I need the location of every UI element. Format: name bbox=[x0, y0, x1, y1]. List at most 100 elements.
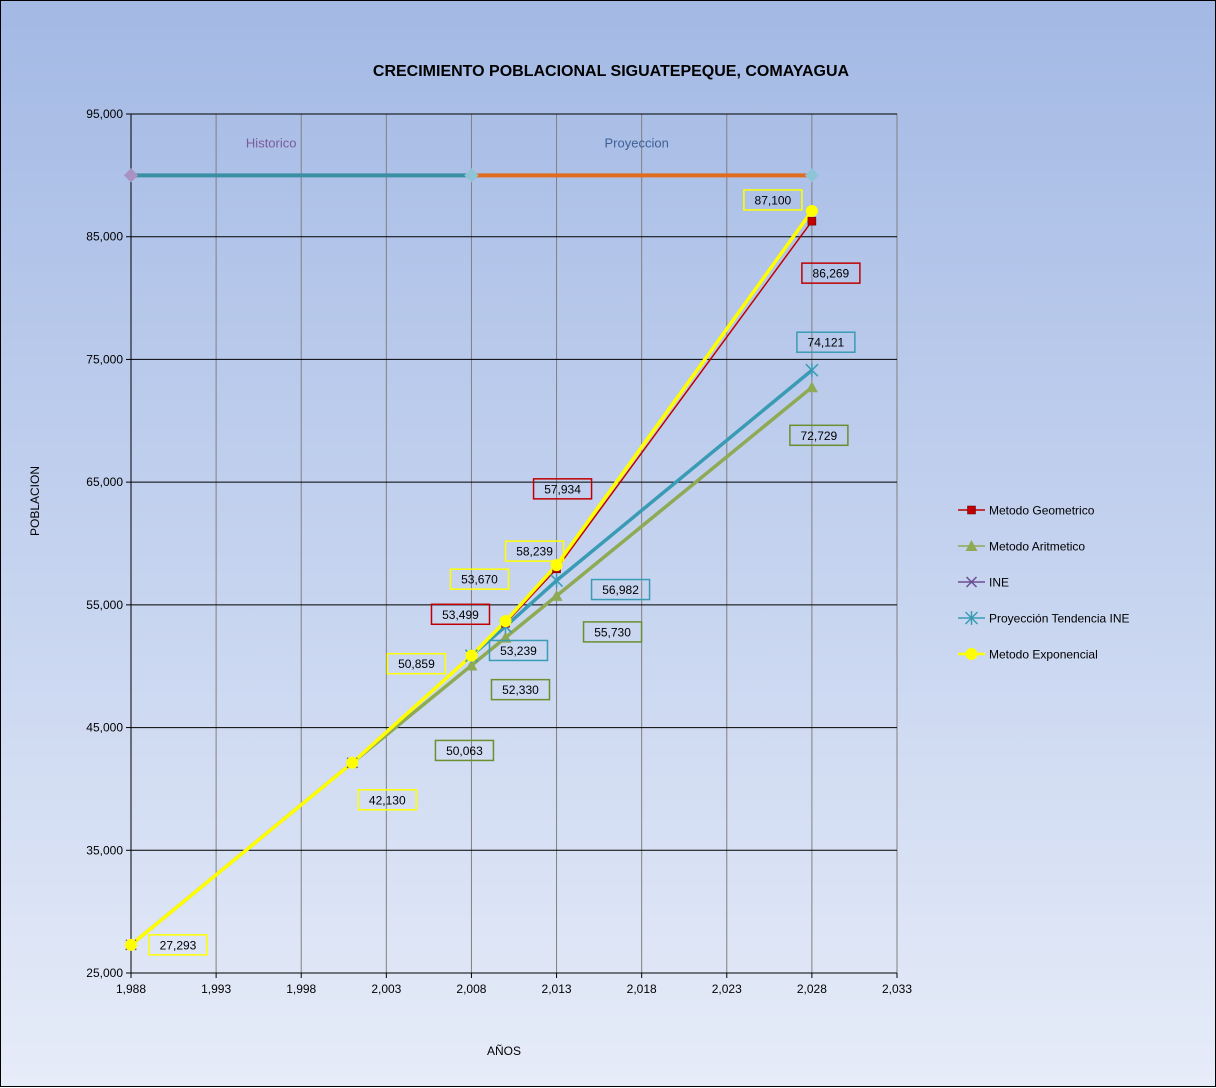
data-label: 50,859 bbox=[386, 652, 447, 675]
data-label-text: 27,293 bbox=[160, 938, 197, 952]
period-marker bbox=[464, 168, 479, 183]
data-label-text: 53,499 bbox=[442, 608, 479, 622]
data-label-box bbox=[386, 652, 447, 675]
axes: 1,988 1,993 1,998 2,003 2,008 2,013 2,018 2,023… bbox=[86, 107, 912, 996]
series-line-3 bbox=[470, 368, 814, 658]
data-label-text: 55,730 bbox=[594, 625, 631, 639]
y-tick-label: 65,000 bbox=[86, 475, 123, 489]
x-axis-title: AÑOS bbox=[487, 1044, 521, 1058]
legend-label: Metodo Geometrico bbox=[989, 504, 1095, 518]
data-label-text: 53,670 bbox=[461, 573, 498, 587]
x-tick-label: 2,033 bbox=[882, 982, 912, 996]
series-point-4 bbox=[499, 615, 512, 628]
x-tick-label: 2,023 bbox=[712, 982, 742, 996]
data-labels: 27,293 42,130 50,063 50,859 52,330 53,239 53,4… bbox=[148, 189, 861, 956]
data-label-text: 42,130 bbox=[369, 793, 406, 807]
y-tick-label: 95,000 bbox=[86, 107, 123, 121]
y-tick-label: 25,000 bbox=[86, 966, 123, 980]
series-point-4 bbox=[346, 756, 359, 769]
series-point-1 bbox=[805, 381, 818, 393]
legend-label: INE bbox=[989, 576, 1009, 590]
data-label-text: 56,982 bbox=[602, 583, 639, 597]
data-label: 57,934 bbox=[532, 478, 593, 500]
legend-swatch-marker bbox=[965, 576, 978, 588]
x-tick-label: 2,018 bbox=[627, 982, 657, 996]
data-label-text: 50,063 bbox=[446, 744, 483, 758]
x-tick-label: 2,013 bbox=[542, 982, 572, 996]
y-axis-title: POBLACION bbox=[28, 466, 42, 536]
y-tick-label: 35,000 bbox=[86, 843, 123, 857]
series-lines bbox=[129, 209, 814, 947]
data-label-text: 50,859 bbox=[398, 657, 435, 671]
period-marker bbox=[804, 168, 819, 183]
y-tick-label: 45,000 bbox=[86, 721, 123, 735]
data-label-text: 86,269 bbox=[813, 267, 850, 281]
data-label-box bbox=[449, 568, 510, 590]
legend-swatch-marker bbox=[965, 648, 978, 660]
data-label-box bbox=[357, 789, 418, 811]
data-label: 72,729 bbox=[789, 424, 849, 447]
data-label-box bbox=[434, 739, 495, 762]
data-label-text: 87,100 bbox=[755, 193, 792, 207]
legend-swatch-marker bbox=[965, 540, 978, 551]
series-point-4 bbox=[550, 559, 563, 572]
data-label: 53,499 bbox=[430, 603, 491, 626]
data-label-box bbox=[796, 331, 856, 353]
y-tick-label: 55,000 bbox=[86, 598, 123, 612]
series-point-3 bbox=[550, 573, 564, 588]
data-label-box bbox=[582, 621, 643, 643]
data-label-box bbox=[504, 540, 565, 562]
data-label: 74,121 bbox=[796, 331, 856, 353]
data-label-text: 74,121 bbox=[808, 336, 845, 350]
series-markers bbox=[125, 204, 819, 951]
legend-item-4: Metodo Exponencial bbox=[958, 648, 1098, 662]
y-tick-label: 75,000 bbox=[86, 352, 123, 366]
data-label-text: 58,239 bbox=[516, 545, 553, 559]
grid bbox=[130, 113, 898, 974]
x-tick-label: 2,028 bbox=[797, 982, 827, 996]
legend-label: Proyección Tendencia INE bbox=[989, 612, 1130, 626]
legend-item-1: Metodo Aritmetico bbox=[958, 540, 1085, 554]
data-label-box bbox=[801, 262, 861, 284]
data-label: 55,730 bbox=[582, 621, 643, 643]
legend-swatch-marker bbox=[967, 505, 976, 515]
data-label-box bbox=[789, 424, 849, 447]
data-label: 56,982 bbox=[590, 578, 651, 601]
series-line-4 bbox=[129, 209, 814, 947]
series-point-4 bbox=[465, 649, 478, 662]
chart-title: CRECIMIENTO POBLACIONAL SIGUATEPEQUE, CO… bbox=[373, 63, 850, 80]
x-tick-label: 2,003 bbox=[371, 982, 401, 996]
data-label: 53,670 bbox=[449, 568, 510, 590]
x-tick-label: 1,988 bbox=[116, 982, 146, 996]
series-point-0 bbox=[807, 216, 817, 226]
data-label: 87,100 bbox=[743, 189, 803, 211]
data-label: 42,130 bbox=[357, 789, 418, 811]
period-marker bbox=[123, 168, 139, 183]
legend-item-3: Proyección Tendencia INE bbox=[958, 611, 1130, 626]
legend-swatch-marker bbox=[964, 611, 979, 625]
series-point-1 bbox=[465, 659, 478, 671]
data-label-box bbox=[148, 934, 208, 956]
series-point-4 bbox=[805, 204, 818, 217]
plot-area bbox=[130, 113, 898, 974]
data-label-text: 53,239 bbox=[500, 644, 537, 658]
x-tick-label: 1,993 bbox=[201, 982, 231, 996]
data-label: 53,239 bbox=[488, 639, 549, 662]
legend-label: Metodo Aritmetico bbox=[989, 540, 1085, 554]
data-label: 27,293 bbox=[148, 934, 208, 956]
legend-label: Metodo Exponencial bbox=[989, 648, 1098, 662]
series-point-3 bbox=[805, 363, 819, 378]
period-label-0: Historico bbox=[246, 135, 297, 150]
data-label-box bbox=[488, 639, 549, 662]
data-label-box bbox=[590, 578, 651, 601]
x-tick-label: 1,998 bbox=[286, 982, 316, 996]
data-label-box bbox=[490, 678, 551, 701]
data-label-text: 57,934 bbox=[544, 482, 581, 496]
data-label-box bbox=[532, 478, 593, 500]
data-label: 52,330 bbox=[490, 678, 551, 701]
data-label: 50,063 bbox=[434, 739, 495, 762]
period-label-1: Proyeccion bbox=[605, 135, 669, 150]
period-lines: Historico Proyeccion bbox=[123, 135, 819, 183]
